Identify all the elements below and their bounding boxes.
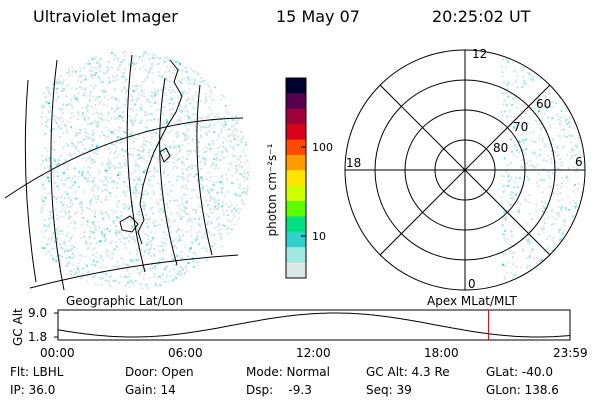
geographic-grid-lines	[4, 54, 244, 291]
time-tick-1200: 12:00	[296, 346, 331, 360]
time-label: 20:25:02 UT	[432, 7, 531, 26]
time-tick-2359: 23:59	[553, 346, 588, 360]
colorbar-band	[286, 185, 306, 202]
colorbar-band	[286, 78, 306, 94]
geographic-caption: Geographic Lat/Lon	[66, 294, 184, 308]
time-tick-0600: 06:00	[168, 346, 203, 360]
status-flt: Flt: LBHL	[10, 365, 64, 379]
colorbar-band	[286, 216, 306, 233]
altitude-curve	[57, 312, 571, 338]
status-seq: Seq: 39	[366, 383, 412, 397]
altitude-tick-9: 9.0	[28, 306, 48, 320]
lat-label-60: 60	[536, 97, 552, 111]
altitude-axis-label: GC Alt	[11, 308, 25, 346]
status-ip: IP: 36.0	[10, 383, 56, 397]
altitude-tick-1-8: 1.8	[28, 330, 48, 344]
colorbar-band	[286, 262, 306, 279]
coastline	[119, 59, 183, 245]
time-tick-0000: 00:00	[40, 346, 75, 360]
date-label: 15 May 07	[276, 7, 360, 26]
altitude-plot	[54, 309, 571, 341]
status-gain: Gain: 14	[125, 383, 176, 397]
colorbar-band	[286, 108, 306, 125]
colorbar-band	[286, 170, 306, 187]
colorbar-band	[286, 154, 306, 171]
colorbar	[285, 77, 307, 279]
status-door: Door: Open	[125, 365, 194, 379]
instrument-title: Ultraviolet Imager	[33, 7, 178, 26]
status-dsp: Dsp: -9.3	[246, 383, 312, 397]
status-mode: Mode: Normal	[246, 365, 330, 379]
colorbar-band	[286, 201, 306, 217]
apex-caption: Apex MLat/MLT	[427, 294, 517, 308]
geographic-map-panel	[4, 50, 250, 291]
status-glon: GLon: 138.6	[486, 383, 559, 397]
colorbar-tick-10: 10	[312, 230, 326, 243]
polar-grid	[344, 49, 586, 291]
colorbar-unit-label: photon cm⁻²s⁻¹	[265, 143, 279, 237]
status-glat: GLat: -40.0	[486, 365, 553, 379]
mlt-label-0: 0	[468, 277, 476, 291]
time-tick-1800: 18:00	[424, 346, 459, 360]
colorbar-band	[286, 231, 306, 248]
colorbar-band	[286, 139, 306, 156]
mlt-label-6: 6	[575, 155, 583, 169]
status-gc-alt: GC Alt: 4.3 Re	[366, 365, 450, 379]
left-emission-speckle	[40, 50, 250, 290]
apex-polar-panel	[344, 49, 586, 291]
lat-label-70: 70	[513, 120, 529, 134]
mlt-label-18: 18	[346, 156, 362, 170]
colorbar-band	[286, 93, 306, 110]
mlt-label-12: 12	[472, 47, 488, 61]
colorbar-band	[286, 124, 306, 141]
colorbar-tick-100: 100	[312, 141, 333, 154]
colorbar-band	[286, 247, 306, 264]
lat-label-80: 80	[493, 141, 509, 155]
